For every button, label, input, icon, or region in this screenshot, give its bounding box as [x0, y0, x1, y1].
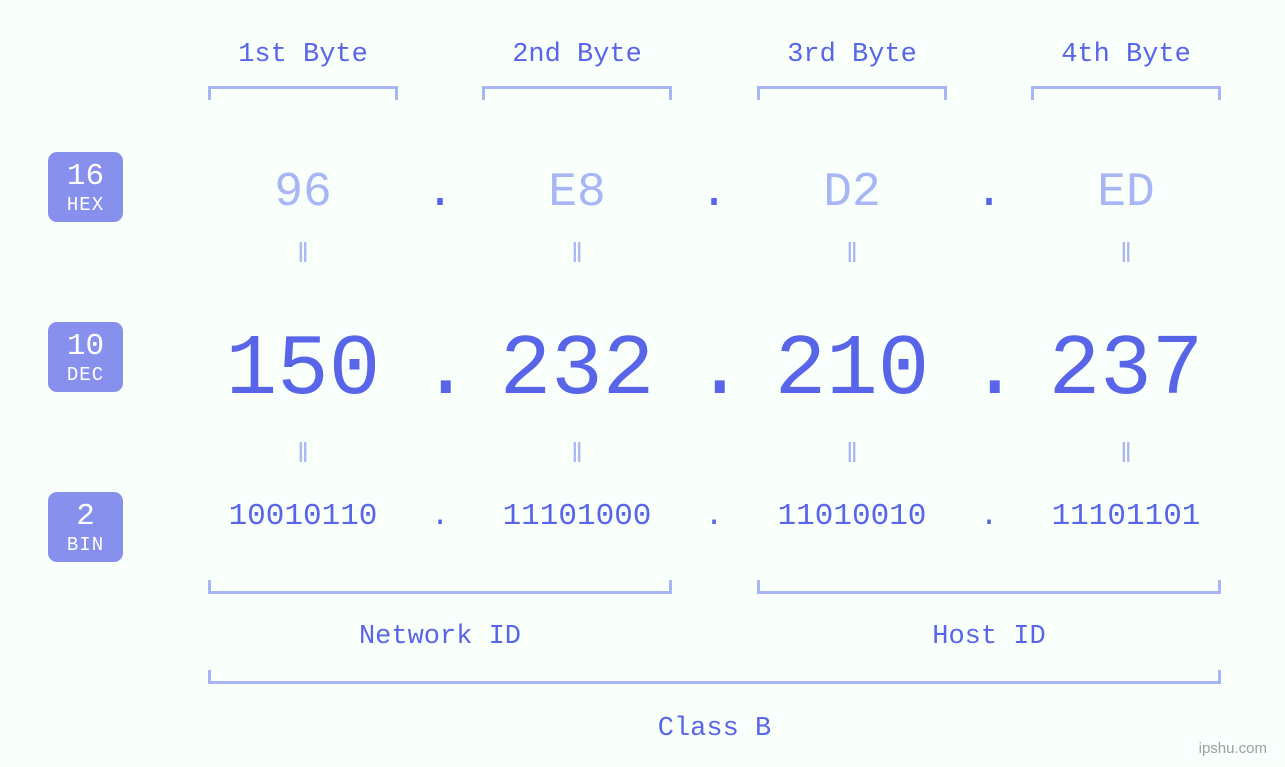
bin-byte-1: 10010110 — [193, 499, 413, 534]
host-bracket — [757, 580, 1221, 594]
eq-hd-1: ǁ — [288, 240, 318, 271]
badge-dec-num: 10 — [48, 331, 123, 364]
hex-byte-2: E8 — [487, 166, 667, 220]
bin-dot-1: . — [420, 499, 460, 534]
byte-label-1: 1st Byte — [213, 40, 393, 70]
byte-label-3: 3rd Byte — [762, 40, 942, 70]
dec-byte-3: 210 — [732, 321, 972, 419]
hex-dot-3: . — [969, 166, 1009, 220]
top-bracket-1 — [208, 86, 398, 100]
class-bracket — [208, 670, 1221, 684]
hex-byte-4: ED — [1036, 166, 1216, 220]
network-bracket — [208, 580, 672, 594]
eq-hd-3: ǁ — [837, 240, 867, 271]
eq-db-1: ǁ — [288, 440, 318, 471]
eq-db-2: ǁ — [562, 440, 592, 471]
watermark: ipshu.com — [1199, 740, 1267, 757]
badge-hex-label: HEX — [48, 196, 123, 216]
bin-byte-3: 11010010 — [742, 499, 962, 534]
badge-hex: 16 HEX — [48, 152, 123, 222]
class-label: Class B — [208, 714, 1221, 744]
byte-label-4: 4th Byte — [1036, 40, 1216, 70]
badge-bin-num: 2 — [48, 501, 123, 534]
eq-hd-4: ǁ — [1111, 240, 1141, 271]
hex-byte-1: 96 — [213, 166, 393, 220]
bin-dot-2: . — [694, 499, 734, 534]
dec-dot-3: . — [969, 321, 1009, 419]
dec-dot-1: . — [420, 321, 460, 419]
host-label: Host ID — [757, 622, 1221, 652]
eq-db-3: ǁ — [837, 440, 867, 471]
bin-byte-4: 11101101 — [1016, 499, 1236, 534]
top-bracket-4 — [1031, 86, 1221, 100]
badge-dec-label: DEC — [48, 366, 123, 386]
hex-dot-1: . — [420, 166, 460, 220]
dec-byte-1: 150 — [183, 321, 423, 419]
top-bracket-3 — [757, 86, 947, 100]
dec-byte-2: 232 — [457, 321, 697, 419]
badge-dec: 10 DEC — [48, 322, 123, 392]
hex-byte-3: D2 — [762, 166, 942, 220]
badge-bin-label: BIN — [48, 536, 123, 556]
network-label: Network ID — [208, 622, 672, 652]
badge-bin: 2 BIN — [48, 492, 123, 562]
dec-byte-4: 237 — [1006, 321, 1246, 419]
hex-dot-2: . — [694, 166, 734, 220]
ip-diagram: 16 HEX 10 DEC 2 BIN 1st Byte 2nd Byte 3r… — [0, 0, 1285, 767]
dec-dot-2: . — [694, 321, 734, 419]
bin-dot-3: . — [969, 499, 1009, 534]
bin-byte-2: 11101000 — [467, 499, 687, 534]
eq-db-4: ǁ — [1111, 440, 1141, 471]
badge-hex-num: 16 — [48, 161, 123, 194]
byte-label-2: 2nd Byte — [487, 40, 667, 70]
eq-hd-2: ǁ — [562, 240, 592, 271]
top-bracket-2 — [482, 86, 672, 100]
